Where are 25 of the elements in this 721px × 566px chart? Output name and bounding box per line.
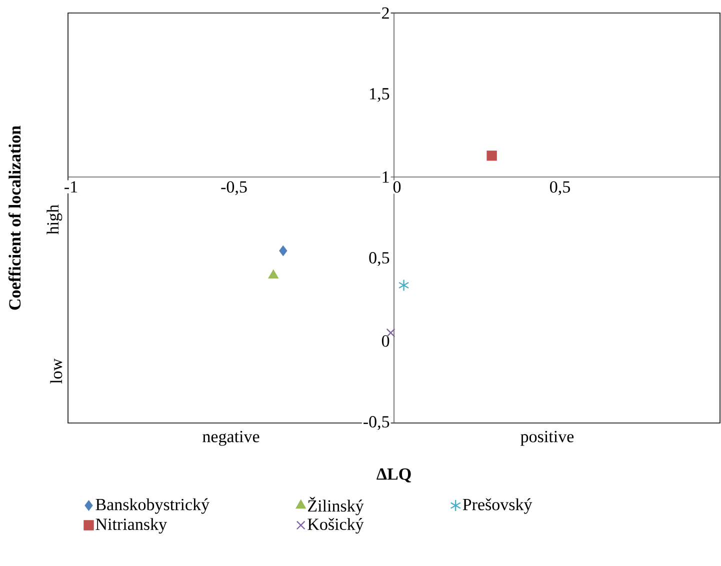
legend-label: Košický [308,518,364,534]
legend-label: Žilinský [308,496,364,516]
point [486,150,497,161]
x-tick-label: 0 [393,181,401,193]
legend-label: Banskobystrický [96,498,210,514]
x-tick-label: -0,5 [221,181,247,196]
legend-label: Prešovský [462,498,532,514]
x-tick-label: -1 [64,181,78,192]
y-tick-label: 0,5 [369,252,390,266]
legend-label: Nitriansky [96,518,167,534]
x-tick-label: 0,5 [550,181,570,196]
y-tick-label: 2 [382,7,389,19]
y-tick-label: 0 [382,335,390,347]
text: positive [520,430,574,446]
text: low [50,358,62,384]
y-tick-label: 1,5 [370,88,390,102]
text: high [46,204,62,234]
y-tick-label: -0,5 [364,416,390,430]
point [398,279,410,292]
y-tick-label: 1 [382,171,389,183]
text: negative [202,430,260,446]
point [279,246,288,256]
x-axis-title: ΔLQ [376,468,411,482]
y-axis-title: Coefficient of localization [8,126,21,310]
point [268,270,278,279]
